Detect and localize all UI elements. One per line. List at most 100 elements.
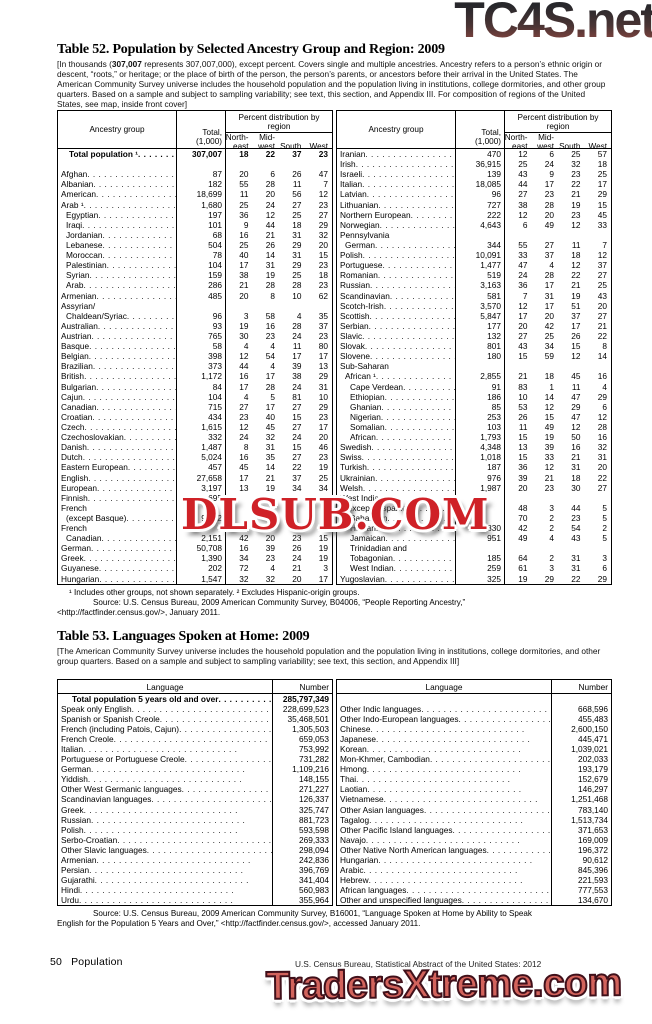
row-percent: 64 — [518, 553, 528, 564]
row-percent: 28 — [265, 280, 275, 291]
row-percent: 11 — [571, 381, 581, 392]
row-percent: 23 — [318, 260, 328, 271]
table-row: Nigerian . . . . . . . . . . . . . . . .… — [337, 411, 611, 422]
row-total: 765 — [176, 330, 226, 342]
row-percent: 6 — [549, 149, 554, 159]
table-row: West Indian — [337, 492, 611, 503]
table-row: Chaldean/Syriac . . . . . . . . . . . . … — [58, 310, 332, 321]
table-row: Slavic . . . . . . . . . . . . . . . . .… — [337, 330, 611, 342]
row-label: Afghan . . . . . . . . . . . . . . . . .… — [61, 169, 176, 180]
row-percent: 34 — [239, 553, 249, 564]
row-percent: 53 — [518, 401, 528, 412]
row-label: Slovene . . . . . . . . . . . . . . . . … — [340, 351, 455, 362]
row-percent: 11 — [292, 341, 302, 352]
row-percent: 17 — [292, 351, 302, 362]
row-number: 777,553 — [551, 884, 611, 895]
table-row: English . . . . . . . . . . . . . . . . … — [58, 472, 332, 483]
row-percent: 37 — [292, 149, 302, 159]
row-total: 27,658 — [176, 472, 226, 483]
row-number: 659,053 — [272, 734, 332, 745]
row-percent: 28 — [265, 179, 275, 190]
row-total: 4,643 — [455, 219, 505, 230]
row-label: Egyptian . . . . . . . . . . . . . . . .… — [66, 209, 176, 220]
row-label: Serbo-Croatian . . . . . . . . . . . . .… — [61, 834, 272, 845]
row-total: 96 — [455, 189, 505, 200]
row-total: 9,412 — [176, 512, 226, 524]
row-label: Cajun . . . . . . . . . . . . . . . . . … — [61, 391, 176, 402]
row-total: 1,487 — [176, 442, 226, 453]
row-label: Canadian . . . . . . . . . . . . . . . .… — [61, 401, 176, 412]
row-percent: 12 — [239, 351, 249, 362]
row-label — [337, 694, 551, 704]
row-number: 845,396 — [551, 864, 611, 875]
row-label: Italian . . . . . . . . . . . . . . . . … — [61, 744, 238, 755]
row-percent: 17 — [265, 371, 275, 382]
table-row: Russian . . . . . . . . . . . . . . . . … — [58, 814, 332, 825]
row-percent: 20 — [597, 300, 607, 311]
row-percent: 27 — [518, 189, 528, 200]
row-label: Gujarathi . . . . . . . . . . . . . . . … — [61, 874, 249, 885]
table-row: African languages . . . . . . . . . . . … — [337, 884, 611, 895]
row-label: Korean . . . . . . . . . . . . . . . . .… — [340, 744, 522, 755]
table-row: Tagalog . . . . . . . . . . . . . . . . … — [337, 814, 611, 825]
row-percent: 47 — [571, 391, 581, 402]
row-percent: 21 — [571, 189, 581, 200]
table-row: Urdu . . . . . . . . . . . . . . . . . .… — [58, 894, 332, 905]
row-percent: 15 — [518, 432, 528, 443]
row-percent: 3 — [549, 502, 554, 513]
row-percent: 20 — [265, 189, 275, 200]
row-percent: 16 — [571, 442, 581, 453]
table-row — [337, 694, 611, 705]
row-number: 126,337 — [272, 794, 332, 805]
table-row: Greek . . . . . . . . . . . . . . . . . … — [58, 553, 332, 564]
row-percent: 34 — [318, 482, 328, 493]
row-percent: 12 — [318, 189, 328, 200]
table-row: Chinese . . . . . . . . . . . . . . . . … — [337, 724, 611, 735]
row-percent: 57 — [597, 149, 607, 159]
row-number: 325,747 — [272, 804, 332, 815]
row-label: African . . . . . . . . . . . . . . . . … — [350, 432, 455, 443]
row-label: Slavic . . . . . . . . . . . . . . . . .… — [340, 330, 455, 341]
table-row: (except Hispanic) ² . . . . . . . . . . … — [337, 502, 611, 513]
row-percent: 4 — [243, 341, 249, 352]
table-row: Other Indic languages . . . . . . . . . … — [337, 704, 611, 715]
row-label: Scandinavian . . . . . . . . . . . . . .… — [340, 290, 455, 301]
row-label: Australian . . . . . . . . . . . . . . .… — [61, 320, 176, 331]
row-percent: 20 — [318, 432, 328, 443]
row-label: Eastern European . . . . . . . . . . . .… — [61, 462, 176, 473]
table-row: Eastern European . . . . . . . . . . . .… — [58, 462, 332, 473]
table-row: Iranian . . . . . . . . . . . . . . . . … — [337, 149, 611, 160]
row-label: Czech . . . . . . . . . . . . . . . . . … — [61, 421, 176, 432]
row-percent: 5 — [602, 533, 607, 544]
row-percent — [226, 159, 253, 169]
row-percent: 20 — [597, 462, 607, 473]
row-percent: 11 — [239, 189, 249, 200]
row-percent — [532, 543, 559, 553]
column-header-region: Mid-west — [258, 133, 275, 151]
table-row: Polish . . . . . . . . . . . . . . . . .… — [337, 250, 611, 261]
row-percent: 3 — [243, 310, 249, 321]
row-percent: 21 — [544, 472, 554, 483]
row-percent: 29 — [571, 401, 581, 412]
row-total: 581 — [455, 290, 505, 301]
column-header-language: Language — [425, 681, 463, 692]
row-percent: 26 — [292, 169, 302, 180]
row-label: Tagalog . . . . . . . . . . . . . . . . … — [340, 814, 524, 825]
row-total — [176, 502, 226, 513]
table-row: French Creole . . . . . . . . . . . . . … — [58, 734, 332, 745]
row-number: 169,009 — [551, 834, 611, 845]
row-label: Serbian . . . . . . . . . . . . . . . . … — [340, 320, 455, 331]
row-percent: 2 — [549, 512, 554, 523]
row-percent: 31 — [292, 250, 302, 261]
row-percent: 23 — [318, 149, 328, 159]
table-row: Other Slavic languages . . . . . . . . .… — [58, 844, 332, 855]
row-total: 4,348 — [455, 442, 505, 453]
table-row: Cajun . . . . . . . . . . . . . . . . . … — [58, 391, 332, 402]
row-percent: 32 — [265, 573, 275, 584]
column-header-percent-span: Percent distribution by region — [226, 111, 332, 133]
row-total: 332 — [176, 432, 226, 443]
row-percent: 32 — [318, 229, 328, 240]
row-label: Northern European . . . . . . . . . . . … — [340, 209, 455, 220]
row-percent: 18 — [571, 250, 581, 261]
row-total: 1,172 — [176, 371, 226, 382]
